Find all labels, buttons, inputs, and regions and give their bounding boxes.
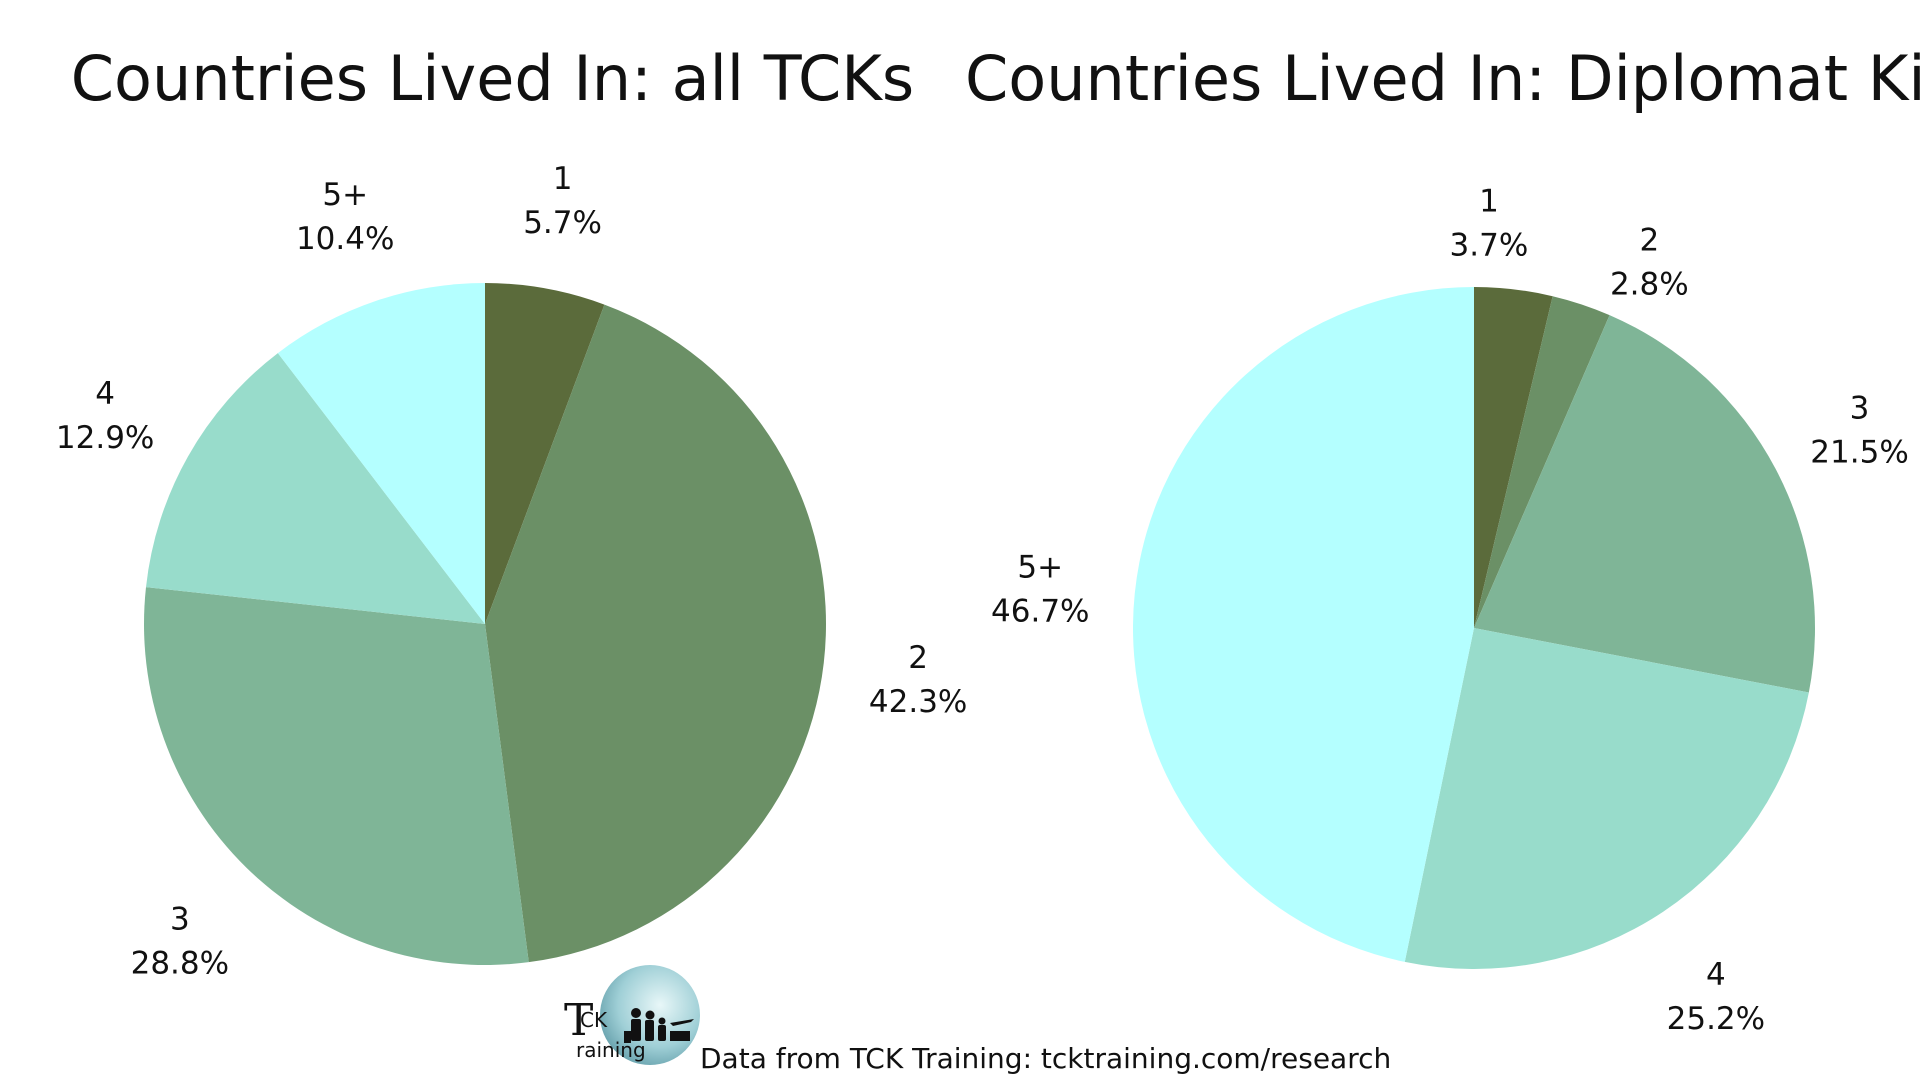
pie-slice-diplomat-kids-1 bbox=[1474, 296, 1610, 628]
data-source-caption: Data from TCK Training: tcktraining.com/… bbox=[700, 1042, 1392, 1075]
slice-value-label-diplomat-kids-0: 3.7% bbox=[1450, 227, 1529, 263]
logo-letter-t: T bbox=[564, 995, 593, 1046]
tck-training-logo: T CK raining bbox=[558, 965, 703, 1073]
slice-value-label-diplomat-kids-3: 25.2% bbox=[1667, 1001, 1765, 1037]
pie-slice-all-tcks-4 bbox=[277, 283, 485, 624]
slice-value-label-diplomat-kids-2: 21.5% bbox=[1810, 434, 1908, 470]
slice-category-label-all-tcks-0: 1 bbox=[553, 161, 573, 197]
slice-category-label-all-tcks-3: 4 bbox=[95, 376, 115, 412]
slice-value-label-diplomat-kids-1: 2.8% bbox=[1610, 266, 1689, 302]
slice-value-label-all-tcks-1: 42.3% bbox=[869, 684, 967, 720]
slice-category-label-diplomat-kids-1: 2 bbox=[1639, 222, 1659, 258]
pie-slice-diplomat-kids-3 bbox=[1404, 628, 1809, 969]
chart-title-diplomat-kids: Countries Lived In: Diplomat Kids bbox=[965, 42, 1920, 115]
slice-value-label-all-tcks-0: 5.7% bbox=[523, 205, 602, 241]
slice-category-label-diplomat-kids-0: 1 bbox=[1479, 183, 1499, 219]
chart-title-all-tcks: Countries Lived In: all TCKs bbox=[70, 42, 915, 115]
pie-slice-diplomat-kids-0 bbox=[1474, 287, 1553, 628]
pie-slice-all-tcks-2 bbox=[144, 587, 529, 965]
slice-value-label-diplomat-kids-4: 46.7% bbox=[991, 594, 1089, 630]
pie-chart-diplomat-kids: 1 3.7% 2 2.8% 3 21.5% 4 25.2% 5+ 46.7% bbox=[991, 183, 1909, 1036]
slice-category-label-diplomat-kids-3: 4 bbox=[1706, 957, 1726, 993]
slice-category-label-all-tcks-1: 2 bbox=[908, 640, 928, 676]
pie-chart-all-tcks: 1 5.7% 2 42.3% 3 28.8% 4 12.9% 5+ 10.4% bbox=[56, 161, 967, 981]
slice-category-label-all-tcks-4: 5+ bbox=[322, 177, 368, 213]
slice-value-label-all-tcks-4: 10.4% bbox=[296, 221, 394, 257]
pie-slice-diplomat-kids-4 bbox=[1133, 287, 1474, 962]
pie-slice-all-tcks-1 bbox=[485, 304, 826, 963]
logo-text-bottom: raining bbox=[576, 1038, 646, 1062]
logo-text-top: CK bbox=[580, 1008, 608, 1032]
slice-value-label-all-tcks-3: 12.9% bbox=[56, 420, 154, 456]
slice-value-label-all-tcks-2: 28.8% bbox=[131, 945, 229, 981]
pie-slice-all-tcks-3 bbox=[145, 353, 486, 624]
pie-slice-all-tcks-0 bbox=[485, 283, 605, 624]
pie-slice-diplomat-kids-2 bbox=[1474, 315, 1816, 693]
slice-category-label-diplomat-kids-2: 3 bbox=[1850, 390, 1870, 426]
slice-category-label-all-tcks-2: 3 bbox=[170, 901, 190, 937]
slice-category-label-diplomat-kids-4: 5+ bbox=[1017, 550, 1063, 586]
